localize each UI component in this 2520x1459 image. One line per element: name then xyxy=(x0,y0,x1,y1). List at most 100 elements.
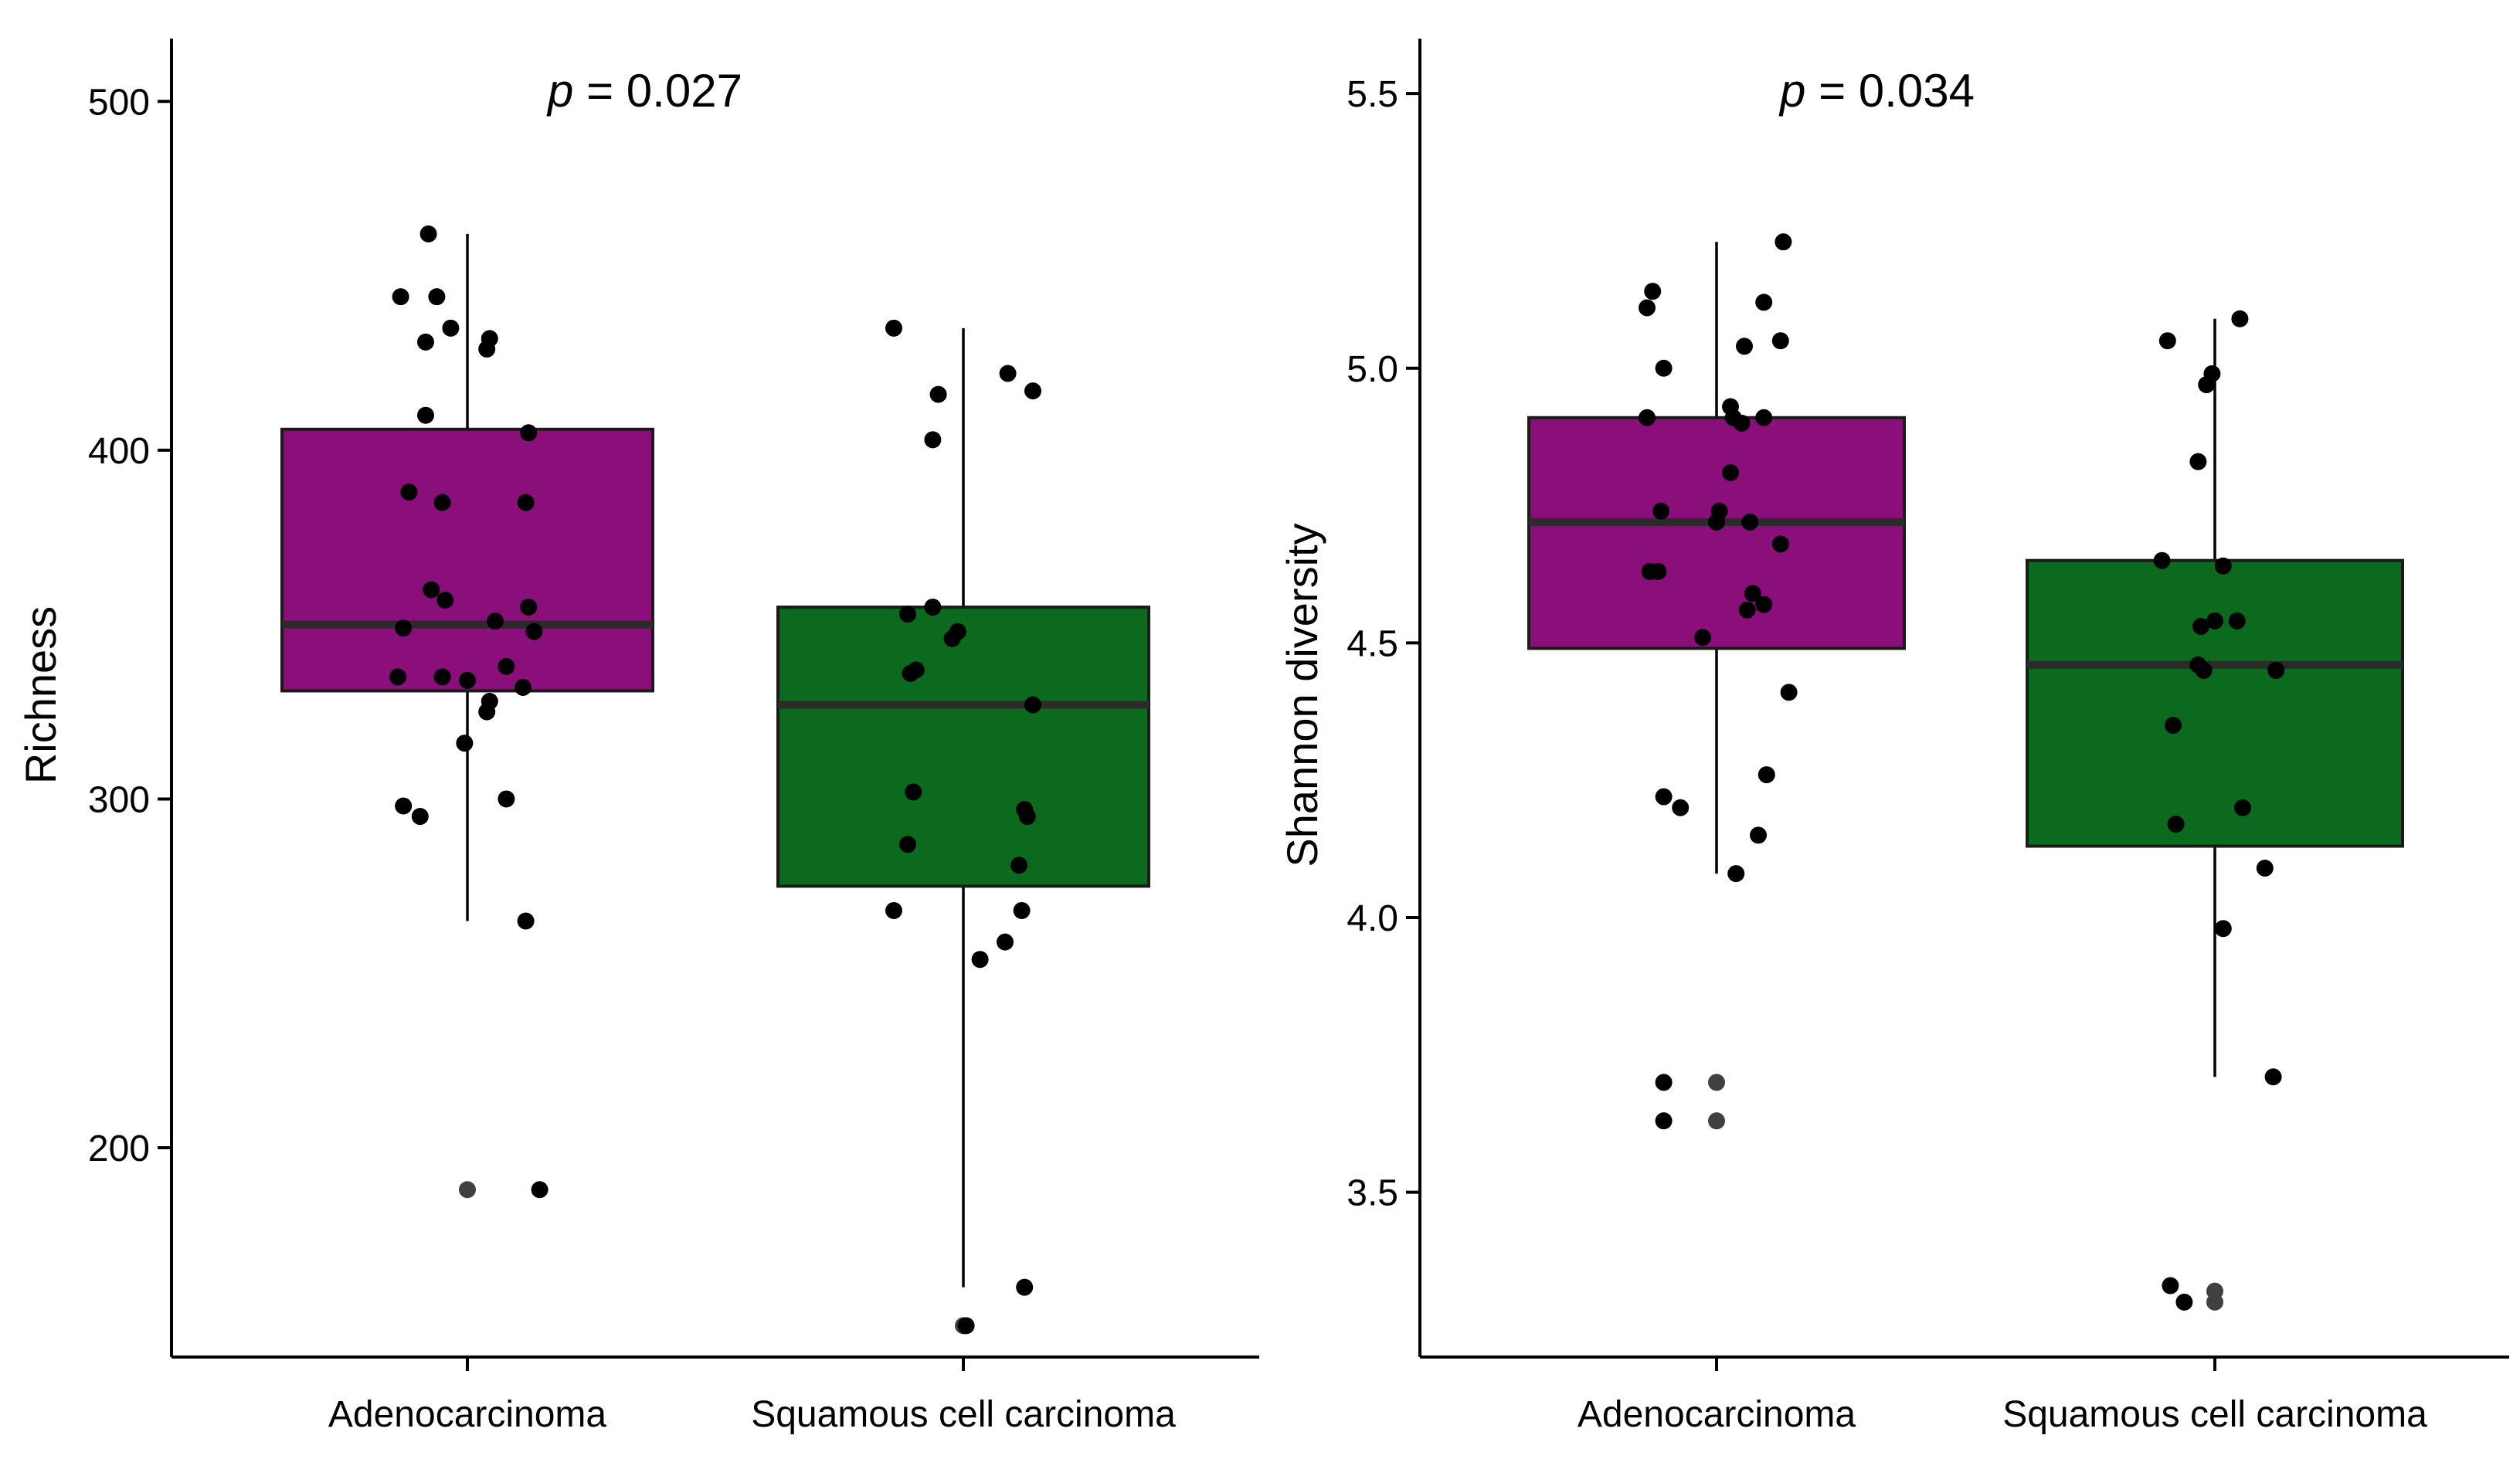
data-point xyxy=(456,735,474,752)
data-point xyxy=(2234,799,2251,816)
data-point xyxy=(2264,1068,2282,1086)
data-point xyxy=(517,494,535,511)
data-point xyxy=(2153,551,2171,569)
y-tick-label: 3.5 xyxy=(1347,1173,1398,1214)
data-point xyxy=(2214,920,2232,938)
outlier-point xyxy=(1708,1112,1725,1130)
data-point xyxy=(1758,766,1775,784)
data-point xyxy=(478,340,496,358)
data-point xyxy=(1738,601,1756,619)
data-point xyxy=(1639,409,1656,426)
y-tick-label: 400 xyxy=(88,431,150,472)
data-point xyxy=(1016,1278,1034,1296)
data-point xyxy=(1024,696,1041,714)
data-point xyxy=(885,901,902,919)
data-point xyxy=(389,668,406,686)
data-point xyxy=(520,599,538,616)
data-point xyxy=(1741,513,1759,531)
data-point xyxy=(487,612,504,630)
data-point xyxy=(902,664,919,682)
data-point xyxy=(1655,788,1673,806)
data-point xyxy=(2175,1293,2193,1311)
data-point xyxy=(1755,293,1773,311)
data-point xyxy=(395,619,413,637)
data-point xyxy=(433,494,451,511)
outlier-point xyxy=(1708,1074,1725,1091)
x-tick-label: Squamous cell carcinoma xyxy=(751,1394,1176,1435)
data-point xyxy=(924,599,942,616)
outlier-point xyxy=(2206,1293,2223,1311)
data-point xyxy=(515,678,532,696)
box-adenocarcinoma xyxy=(280,427,654,693)
data-point xyxy=(1652,502,1669,520)
data-point xyxy=(525,623,543,640)
y-axis-title: Richness xyxy=(16,606,65,784)
y-tick-label: 200 xyxy=(88,1128,150,1169)
data-point xyxy=(1780,684,1798,701)
data-point xyxy=(498,657,515,675)
data-point xyxy=(2192,618,2209,636)
data-point xyxy=(1722,463,1739,481)
data-point xyxy=(999,365,1017,382)
y-tick-label: 500 xyxy=(88,82,150,123)
data-point xyxy=(1755,595,1773,613)
data-point xyxy=(2256,859,2274,877)
data-point xyxy=(2162,1277,2179,1294)
data-point xyxy=(1644,283,1662,300)
data-point xyxy=(1736,338,1753,355)
data-point xyxy=(929,385,947,403)
data-point xyxy=(417,333,434,351)
data-point xyxy=(2167,816,2185,833)
data-point xyxy=(971,951,989,969)
data-point xyxy=(1018,808,1036,826)
box-squamous xyxy=(2026,558,2404,848)
data-point xyxy=(943,629,961,647)
data-point xyxy=(2206,612,2223,629)
data-point xyxy=(436,592,454,609)
data-point xyxy=(423,581,440,599)
shannon-diversity-panel: 3.5 4.0 4.5 5.0 5.5 Adenocarcinoma Squamous ce… xyxy=(1278,39,2509,1435)
data-point xyxy=(395,797,413,815)
data-point xyxy=(924,431,942,449)
data-point xyxy=(2228,612,2246,629)
data-point xyxy=(517,912,535,930)
data-point xyxy=(478,703,496,721)
data-point xyxy=(459,671,476,689)
data-point xyxy=(2267,661,2285,679)
data-point xyxy=(498,790,515,808)
data-point xyxy=(2195,661,2213,679)
data-point xyxy=(1010,857,1027,874)
data-point xyxy=(392,288,409,306)
data-point xyxy=(531,1181,548,1199)
data-point xyxy=(1024,382,1041,400)
data-point xyxy=(1641,562,1659,580)
data-point xyxy=(1672,799,1690,816)
data-point xyxy=(1771,332,1789,350)
richness-panel: 200 300 400 500 Adenocarcinoma Squamous cell … xyxy=(16,39,1259,1435)
y-tick-label: 4.5 xyxy=(1347,623,1398,664)
data-point xyxy=(1639,299,1656,317)
data-point xyxy=(428,288,446,306)
data-point xyxy=(411,808,429,826)
outlier-point xyxy=(459,1181,476,1199)
x-tick-label: Adenocarcinoma xyxy=(328,1394,607,1435)
data-point xyxy=(899,836,916,853)
data-point xyxy=(1655,1112,1673,1130)
data-point xyxy=(1755,409,1773,426)
data-point xyxy=(2189,453,2207,470)
data-point xyxy=(1744,585,1761,602)
data-point xyxy=(1694,629,1711,646)
p-value-annotation: p = 0.027 xyxy=(546,65,742,117)
data-point xyxy=(1013,901,1031,919)
data-point xyxy=(1733,414,1751,432)
data-point xyxy=(2158,332,2176,350)
data-point xyxy=(1775,233,1792,251)
x-tick-label: Adenocarcinoma xyxy=(1578,1394,1856,1435)
data-point xyxy=(419,225,437,243)
y-tick-label: 4.0 xyxy=(1347,898,1398,939)
data-point xyxy=(417,406,434,424)
data-point xyxy=(905,783,922,801)
data-point xyxy=(957,1317,975,1335)
data-point xyxy=(2214,557,2232,575)
